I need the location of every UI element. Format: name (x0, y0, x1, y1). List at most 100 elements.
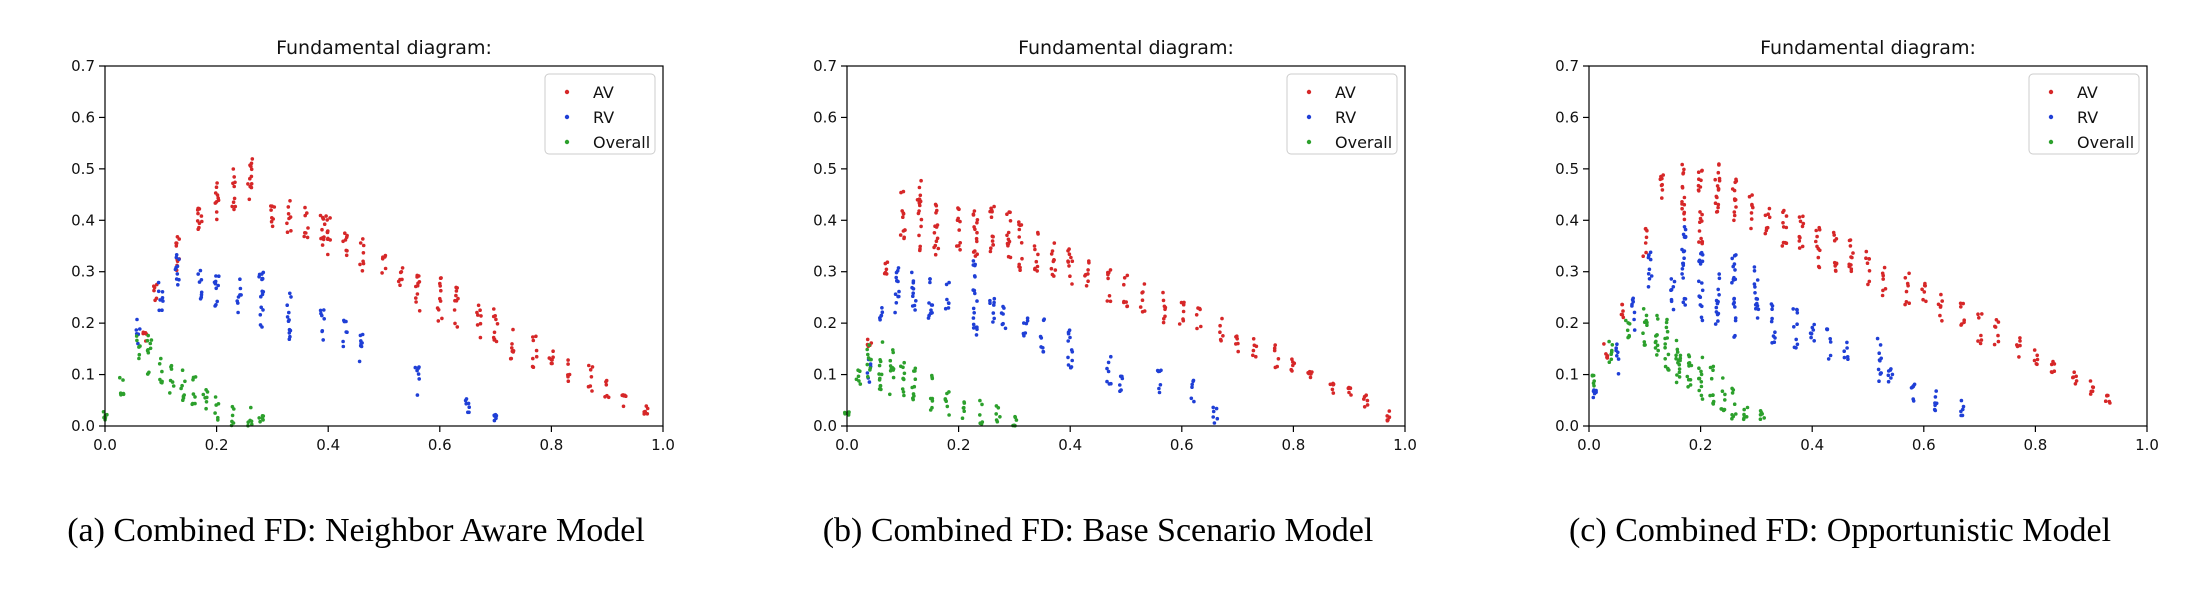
data-point (957, 207, 961, 212)
data-point (1254, 354, 1258, 359)
data-point (962, 400, 966, 404)
data-point (1733, 180, 1737, 185)
data-point (1386, 418, 1390, 422)
data-point (1214, 406, 1219, 411)
data-point (1179, 300, 1184, 305)
data-point (1723, 392, 1727, 397)
series-rv-points (134, 253, 499, 423)
data-point (1711, 401, 1715, 406)
data-point (198, 297, 203, 301)
data-point (1017, 227, 1022, 232)
data-point (1881, 288, 1885, 293)
data-point (215, 217, 219, 222)
data-point (1816, 255, 1821, 260)
data-point (1084, 284, 1089, 288)
data-point (2108, 401, 2112, 405)
data-point (1797, 215, 1802, 219)
data-point (157, 362, 162, 366)
data-point (1732, 402, 1737, 407)
x-tick-label: 0.6 (1912, 436, 1936, 454)
data-point (169, 363, 174, 368)
data-point (305, 235, 310, 240)
data-point (200, 219, 204, 224)
data-point (971, 250, 976, 254)
data-point (1591, 395, 1596, 400)
data-point (991, 311, 996, 315)
legend-label-rv: RV (593, 108, 614, 127)
data-point (1755, 316, 1760, 320)
y-tick-label: 0.6 (71, 108, 95, 126)
data-point (1017, 220, 1021, 224)
data-point (341, 339, 345, 344)
data-point (214, 303, 218, 307)
data-point (1993, 324, 1997, 329)
data-point (914, 299, 918, 303)
data-point (1017, 262, 1021, 267)
data-point (160, 369, 164, 374)
data-point (880, 310, 885, 315)
data-point (214, 286, 218, 291)
data-point (1794, 337, 1798, 342)
data-point (1272, 346, 1277, 351)
data-point (955, 218, 960, 222)
data-point (1308, 375, 1313, 380)
data-point (417, 309, 422, 313)
data-point (877, 378, 882, 382)
data-point (1672, 279, 1677, 284)
data-point (975, 220, 979, 225)
data-point (160, 308, 164, 313)
data-point (435, 306, 440, 310)
data-point (992, 296, 997, 301)
data-point (152, 288, 156, 293)
data-point (416, 372, 421, 376)
data-point (1235, 337, 1239, 341)
data-point (1708, 365, 1713, 370)
data-point (328, 216, 332, 220)
data-point (1680, 162, 1684, 167)
data-point (1923, 281, 1927, 286)
data-point (148, 346, 153, 351)
data-point (1979, 333, 1983, 338)
data-point (1817, 225, 1821, 230)
data-point (320, 243, 325, 247)
data-point (869, 357, 873, 362)
data-point (1882, 265, 1887, 270)
data-point (1025, 319, 1030, 323)
data-point (1770, 307, 1774, 312)
data-point (1801, 214, 1805, 219)
data-point (1211, 405, 1215, 410)
data-point (232, 175, 236, 179)
data-point (1766, 212, 1770, 216)
data-point (232, 407, 236, 411)
data-point (1744, 415, 1749, 419)
data-point (1066, 363, 1071, 367)
data-point (624, 394, 628, 399)
data-point (1879, 371, 1883, 375)
data-point (454, 293, 458, 298)
data-point (990, 239, 995, 243)
data-point (1122, 300, 1126, 305)
data-point (2071, 375, 2075, 380)
data-point (1105, 366, 1109, 371)
data-point (888, 369, 893, 373)
data-point (417, 280, 422, 284)
data-point (958, 241, 962, 245)
data-point (118, 375, 122, 380)
data-point (936, 246, 941, 251)
data-point (1686, 361, 1691, 366)
data-point (1675, 347, 1680, 352)
y-tick-label: 0.1 (71, 366, 95, 384)
data-point (1700, 241, 1704, 246)
data-point (493, 314, 498, 318)
data-point (1742, 412, 1746, 417)
data-point (1733, 198, 1738, 202)
legend-marker-overall (1306, 139, 1312, 145)
legend-marker-av (564, 89, 570, 95)
data-point (233, 180, 237, 185)
data-point (344, 248, 349, 253)
data-point (1907, 271, 1911, 276)
data-point (1035, 269, 1039, 273)
data-point (566, 362, 570, 366)
data-point (1681, 171, 1685, 176)
data-point (270, 204, 274, 208)
